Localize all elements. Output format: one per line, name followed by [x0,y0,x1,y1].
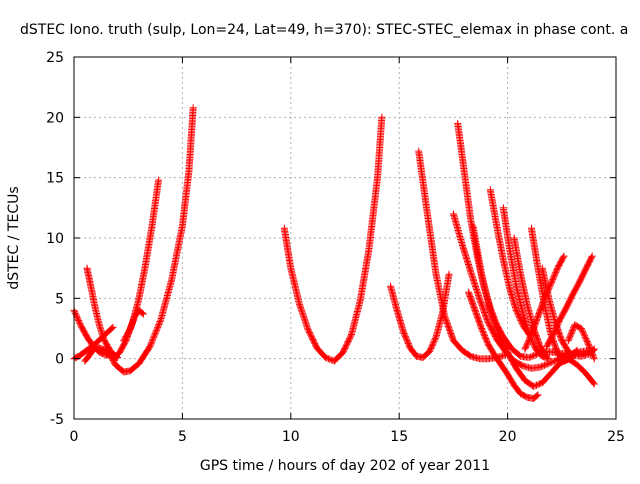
data-series [103,104,197,376]
y-tick-label: 0 [55,352,64,368]
data-series [120,306,147,345]
ticks: 0 5 10 15 20 25 -5 0 5 10 15 20 25 [46,50,625,445]
data-series [564,321,598,363]
data-points [486,186,533,338]
data-points [469,222,598,390]
x-tick-label: 15 [390,429,408,445]
y-tick-label: 10 [46,231,64,247]
data-points [465,288,542,402]
y-tick-label: 5 [55,291,64,307]
data-series [543,252,596,351]
data-points [543,252,596,351]
data-series [415,147,509,363]
data-series [469,222,598,390]
data-points [83,264,121,361]
x-tick-label: 0 [70,429,79,445]
chart-title: dSTEC Iono. truth (sulp, Lon=24, Lat=49,… [20,22,628,38]
data-series [510,234,551,360]
data-points [387,270,453,361]
y-tick-label: 15 [46,171,64,187]
data-series [387,270,453,361]
data-points [280,113,386,365]
x-tick-label: 10 [282,429,300,445]
series-layer [70,104,598,402]
x-axis-label: GPS time / hours of day 202 of year 2011 [200,458,490,474]
data-points [103,104,197,376]
data-series [521,252,568,353]
data-points [415,147,509,363]
y-tick-label: 20 [46,110,64,126]
y-axis-label: dSTEC / TECUs [6,186,22,289]
data-series [486,186,533,338]
data-series [465,288,542,402]
y-tick-label: -5 [50,412,64,428]
x-tick-label: 25 [607,429,625,445]
data-points [510,234,551,360]
data-points [521,252,568,353]
data-series [83,264,121,361]
x-tick-label: 20 [499,429,517,445]
data-series [280,113,386,365]
data-points [564,321,598,363]
y-tick-label: 25 [46,50,64,66]
x-tick-label: 5 [178,429,187,445]
data-points [120,306,147,345]
